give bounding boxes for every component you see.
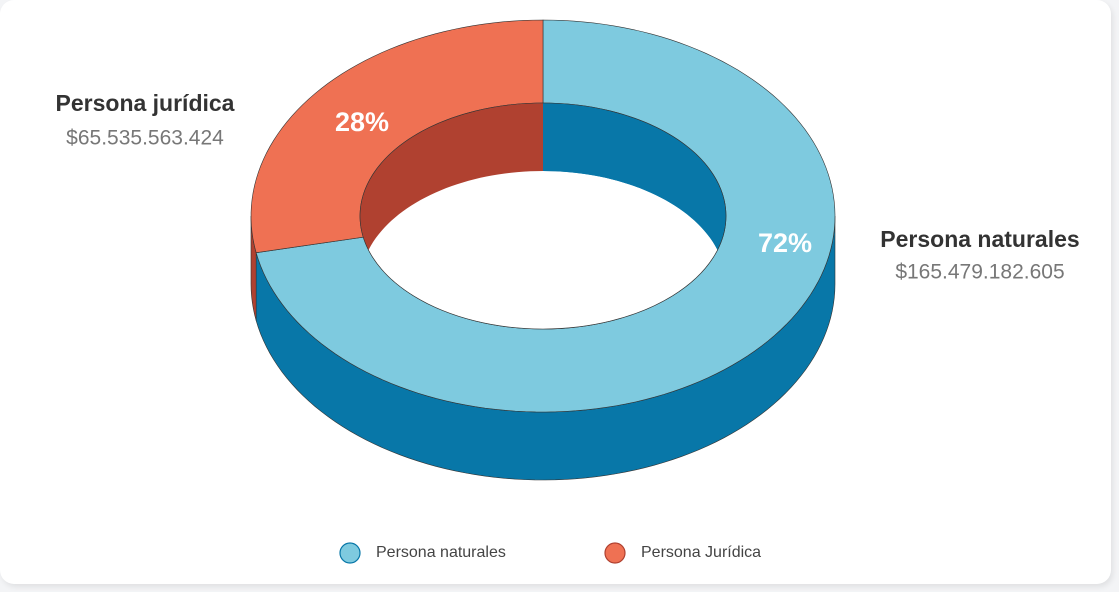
callout-amount: $65.535.563.424	[66, 127, 224, 150]
legend-label: Persona Jurídica	[641, 544, 761, 561]
legend-swatch	[339, 542, 361, 564]
legend: Persona naturales Persona Jurídica	[339, 542, 761, 564]
callout-name: Persona jurídica	[56, 90, 235, 116]
inner-wall	[360, 103, 543, 284]
hole-edge	[359, 102, 727, 330]
value-label: 72%	[758, 228, 812, 258]
legend-swatch	[604, 542, 626, 564]
donut	[250, 19, 836, 481]
value-label: 28%	[335, 107, 389, 137]
callout-amount: $165.479.182.605	[895, 261, 1064, 284]
hole	[360, 103, 726, 329]
inner-wall	[543, 103, 726, 284]
callout-name: Persona naturales	[880, 226, 1079, 252]
legend-label: Persona naturales	[376, 544, 506, 561]
